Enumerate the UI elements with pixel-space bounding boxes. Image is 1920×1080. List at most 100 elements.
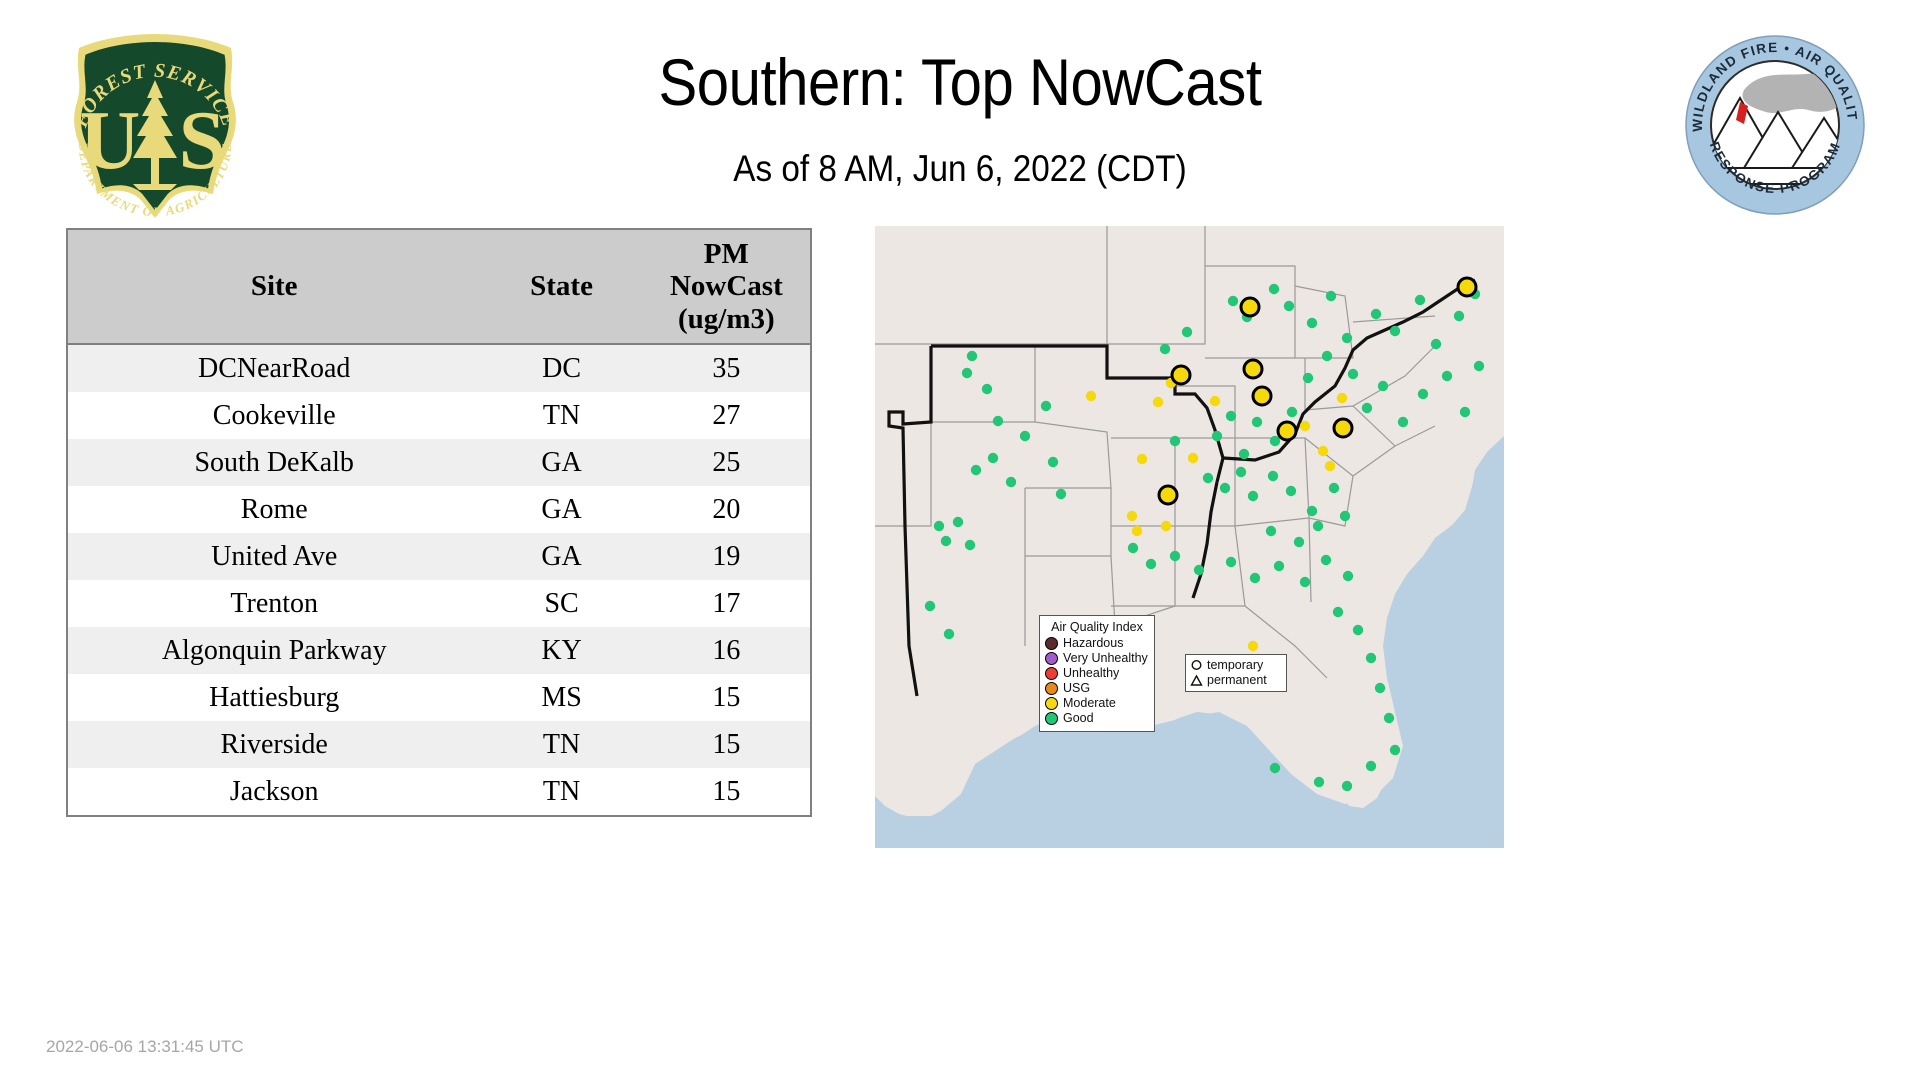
monitor-dot[interactable] xyxy=(1441,370,1453,382)
monitor-dot[interactable] xyxy=(1352,624,1364,636)
monitor-dot[interactable] xyxy=(1313,776,1325,788)
monitor-dot[interactable] xyxy=(1211,430,1223,442)
monitor-dot[interactable] xyxy=(1268,283,1280,295)
top-site-marker[interactable] xyxy=(1332,417,1354,439)
monitor-dot[interactable] xyxy=(1365,652,1377,664)
monitor-dot[interactable] xyxy=(1374,682,1386,694)
monitor-dot[interactable] xyxy=(1332,606,1344,618)
monitor-dot[interactable] xyxy=(1273,560,1285,572)
monitor-dot[interactable] xyxy=(1302,372,1314,384)
monitor-dot[interactable] xyxy=(1085,390,1097,402)
monitor-dot[interactable] xyxy=(1247,490,1259,502)
monitor-dot[interactable] xyxy=(1383,712,1395,724)
monitor-dot[interactable] xyxy=(1126,510,1138,522)
monitor-dot[interactable] xyxy=(1169,435,1181,447)
monitor-dot[interactable] xyxy=(1321,350,1333,362)
monitor-dot[interactable] xyxy=(1235,466,1247,478)
monitor-dot[interactable] xyxy=(1247,640,1259,652)
monitor-dot[interactable] xyxy=(1342,570,1354,582)
monitor-dot[interactable] xyxy=(1306,505,1318,517)
monitor-dot[interactable] xyxy=(1055,488,1067,500)
monitor-dot[interactable] xyxy=(1320,554,1332,566)
monitor-dot[interactable] xyxy=(1267,470,1279,482)
monitor-dot[interactable] xyxy=(1341,780,1353,792)
monitor-dot[interactable] xyxy=(1370,308,1382,320)
top-site-marker[interactable] xyxy=(1157,484,1179,506)
monitor-dot[interactable] xyxy=(1187,452,1199,464)
monitor-dot[interactable] xyxy=(1193,564,1205,576)
monitor-dot[interactable] xyxy=(1336,392,1348,404)
top-site-marker[interactable] xyxy=(1276,420,1298,442)
monitor-dot[interactable] xyxy=(1306,317,1318,329)
monitor-dot[interactable] xyxy=(1251,416,1263,428)
top-site-marker[interactable] xyxy=(1251,385,1273,407)
monitor-dot[interactable] xyxy=(992,415,1004,427)
monitor-dot[interactable] xyxy=(1328,482,1340,494)
monitor-dot[interactable] xyxy=(1238,448,1250,460)
monitor-dot[interactable] xyxy=(952,516,964,528)
monitor-dot[interactable] xyxy=(1341,332,1353,344)
monitor-dot[interactable] xyxy=(1159,343,1171,355)
monitor-dot[interactable] xyxy=(1453,310,1465,322)
monitor-dot[interactable] xyxy=(1347,368,1359,380)
monitor-dot[interactable] xyxy=(1269,435,1281,447)
monitor-dot[interactable] xyxy=(1249,572,1261,584)
monitor-dot[interactable] xyxy=(964,539,976,551)
monitor-dot[interactable] xyxy=(1293,536,1305,548)
monitor-dot[interactable] xyxy=(1209,395,1221,407)
monitor-dot[interactable] xyxy=(1317,445,1329,457)
monitor-dot[interactable] xyxy=(966,350,978,362)
monitor-dot[interactable] xyxy=(1225,410,1237,422)
monitor-dot[interactable] xyxy=(1324,460,1336,472)
monitor-dot[interactable] xyxy=(970,464,982,476)
monitor-dot[interactable] xyxy=(1325,290,1337,302)
monitor-dot[interactable] xyxy=(1389,744,1401,756)
top-site-marker[interactable] xyxy=(1239,296,1261,318)
top-site-marker[interactable] xyxy=(1242,358,1264,380)
monitor-dot[interactable] xyxy=(1285,485,1297,497)
monitor-dot[interactable] xyxy=(1365,760,1377,772)
monitor-dot[interactable] xyxy=(1219,482,1231,494)
monitor-dot[interactable] xyxy=(1459,406,1471,418)
monitor-dot[interactable] xyxy=(1299,576,1311,588)
monitor-dot[interactable] xyxy=(961,367,973,379)
monitor-dot[interactable] xyxy=(1473,360,1485,372)
monitor-dot[interactable] xyxy=(1181,326,1193,338)
monitor-dot[interactable] xyxy=(1047,456,1059,468)
monitor-dot[interactable] xyxy=(1169,550,1181,562)
monitor-dot[interactable] xyxy=(1005,476,1017,488)
monitor-dot[interactable] xyxy=(1269,762,1281,774)
monitor-dot[interactable] xyxy=(933,520,945,532)
monitor-dot[interactable] xyxy=(1225,556,1237,568)
monitor-dot[interactable] xyxy=(1430,338,1442,350)
monitor-dot[interactable] xyxy=(1227,295,1239,307)
monitor-dot[interactable] xyxy=(940,535,952,547)
monitor-dot[interactable] xyxy=(1019,430,1031,442)
monitor-dot[interactable] xyxy=(1414,294,1426,306)
monitor-dot[interactable] xyxy=(1131,525,1143,537)
monitor-dot[interactable] xyxy=(1136,453,1148,465)
monitor-dot[interactable] xyxy=(1286,406,1298,418)
monitor-dot[interactable] xyxy=(1160,520,1172,532)
monitor-dot[interactable] xyxy=(1040,400,1052,412)
monitor-dot[interactable] xyxy=(1312,520,1324,532)
monitor-dot[interactable] xyxy=(1417,388,1429,400)
monitor-dot[interactable] xyxy=(924,600,936,612)
monitor-dot[interactable] xyxy=(1145,558,1157,570)
monitor-dot[interactable] xyxy=(1265,525,1277,537)
monitor-dot[interactable] xyxy=(987,452,999,464)
monitor-dot[interactable] xyxy=(943,628,955,640)
monitor-dot[interactable] xyxy=(1377,380,1389,392)
monitor-dot[interactable] xyxy=(1152,396,1164,408)
monitor-dot[interactable] xyxy=(1202,472,1214,484)
monitor-dot[interactable] xyxy=(1389,325,1401,337)
monitor-dot[interactable] xyxy=(1127,542,1139,554)
monitor-dot[interactable] xyxy=(1361,402,1373,414)
air-quality-map[interactable]: Air Quality Index Hazardous Very Unhealth… xyxy=(875,226,1504,848)
monitor-dot[interactable] xyxy=(981,383,993,395)
top-site-marker[interactable] xyxy=(1456,276,1478,298)
monitor-dot[interactable] xyxy=(1397,416,1409,428)
top-site-marker[interactable] xyxy=(1170,364,1192,386)
monitor-dot[interactable] xyxy=(1299,420,1311,432)
monitor-dot[interactable] xyxy=(1283,300,1295,312)
